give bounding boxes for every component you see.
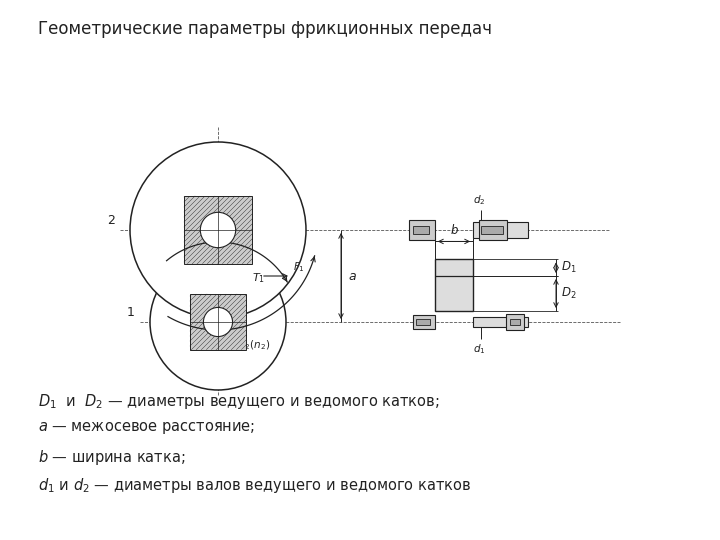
Bar [416,319,430,325]
Circle shape [150,254,286,390]
Text: $d_2$: $d_2$ [473,193,485,207]
Text: $\omega_1(n_1)$: $\omega_1(n_1)$ [206,218,240,232]
Text: $D_1$  и  $D_2$ — диаметры ведущего и ведомого катков;: $D_1$ и $D_2$ — диаметры ведущего и ведо… [38,392,440,411]
Text: $d_1$ и $d_2$ — диаметры валов ведущего и ведомого катков: $d_1$ и $d_2$ — диаметры валов ведущего … [38,476,472,495]
Bar [409,220,435,240]
Text: $\omega_2(n_2)$: $\omega_2(n_2)$ [236,338,270,352]
Bar [190,294,246,350]
Text: $T_1$: $T_1$ [252,271,265,285]
Bar [473,222,528,238]
Circle shape [204,307,233,336]
Text: $F_r$: $F_r$ [221,253,233,267]
Text: 2: 2 [107,213,115,226]
Text: $a$ — межосевое расстояние;: $a$ — межосевое расстояние; [38,420,255,436]
Bar [413,315,435,329]
Text: $D_1$: $D_1$ [561,260,577,275]
Bar [184,196,252,264]
Text: 1: 1 [127,306,135,319]
Text: b: b [450,225,458,238]
Bar [506,314,524,330]
Bar [479,220,507,240]
Text: $d_1$: $d_1$ [473,342,485,356]
Text: a: a [348,269,356,282]
Circle shape [130,142,306,318]
Bar [510,319,520,325]
Bar [413,226,429,234]
Circle shape [200,212,235,248]
Bar [435,259,473,311]
Bar [473,317,528,327]
Text: $D_2$: $D_2$ [561,286,577,301]
Text: Геометрические параметры фрикционных передач: Геометрические параметры фрикционных пер… [38,20,492,38]
Text: $b$ — ширина катка;: $b$ — ширина катка; [38,448,186,467]
Bar [481,226,503,234]
Text: $F_1$: $F_1$ [293,260,305,274]
